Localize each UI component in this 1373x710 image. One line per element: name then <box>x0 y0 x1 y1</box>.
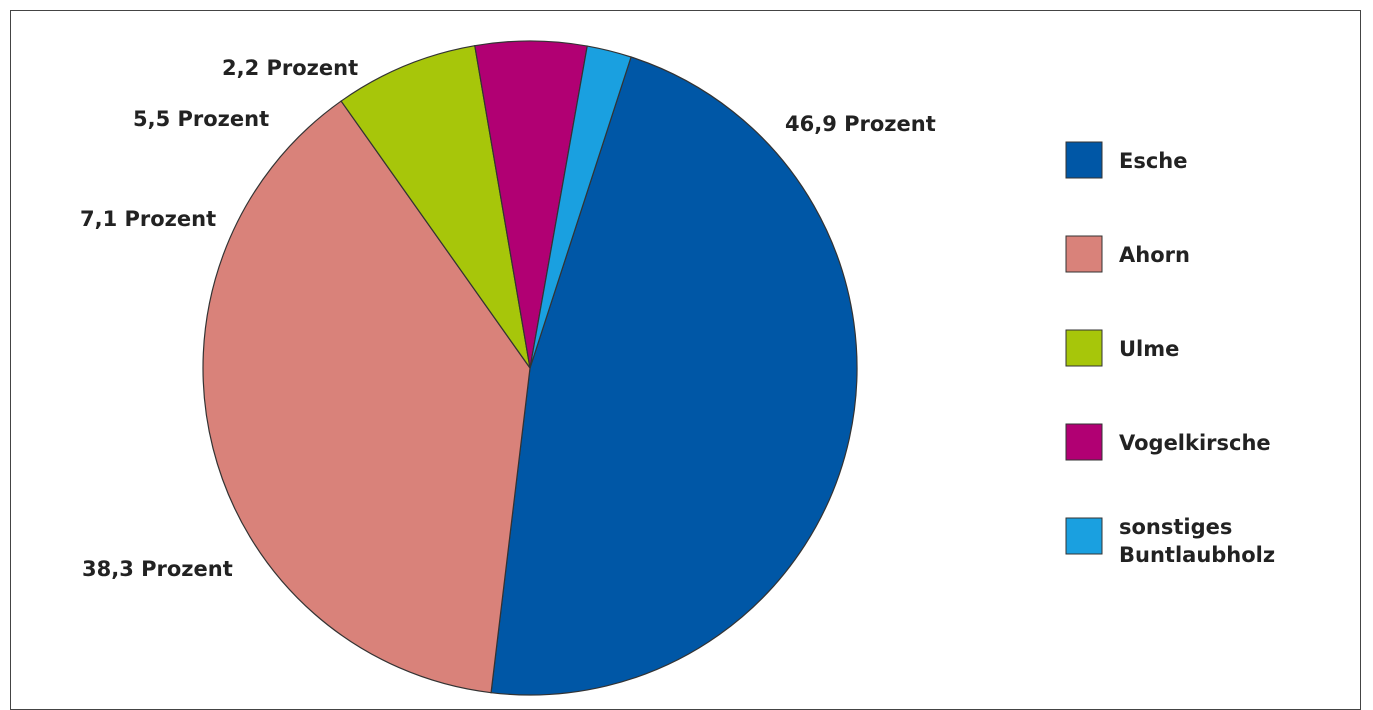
legend-swatch <box>1065 141 1103 179</box>
slice-label-ahorn: 38,3 Prozent <box>82 557 233 581</box>
legend-item-ulme: Ulme <box>1065 329 1179 367</box>
legend-label: Esche <box>1119 149 1188 173</box>
slice-label-esche: 46,9 Prozent <box>785 112 936 136</box>
pie-slice-ulme <box>340 44 531 369</box>
legend-item-ahorn: Ahorn <box>1065 235 1190 273</box>
slice-label-ulme: 7,1 Prozent <box>80 207 216 231</box>
pie-slice-esche <box>490 56 858 696</box>
slice-label-vogelkirsche: 5,5 Prozent <box>133 107 269 131</box>
pie-slice-ahorn <box>202 100 531 694</box>
legend-label: Ahorn <box>1119 243 1190 267</box>
legend-swatch <box>1065 423 1103 461</box>
legend-item-esche: Esche <box>1065 141 1188 179</box>
slice-label-sonstiges-buntlaubholz: 2,2 Prozent <box>222 56 358 80</box>
legend: Esche Ahorn Ulme Vogelkirsche sonstiges Buntl… <box>1065 141 1275 567</box>
legend-label: sonstiges Buntlaubholz <box>1119 515 1275 567</box>
legend-swatch <box>1065 235 1103 273</box>
legend-label: Ulme <box>1119 337 1179 361</box>
slice-labels: 46,9 Prozent 38,3 Prozent 7,1 Prozent 5,5 P… <box>80 56 936 581</box>
legend-item-sonstiges-buntlaubholz: sonstiges Buntlaubholz <box>1065 515 1275 567</box>
legend-label: Vogelkirsche <box>1119 431 1271 455</box>
pie-slices <box>202 40 858 696</box>
pie-slice-sonstiges-buntlaubholz <box>529 45 632 369</box>
legend-item-vogelkirsche: Vogelkirsche <box>1065 423 1271 461</box>
legend-swatch <box>1065 517 1103 555</box>
legend-swatch <box>1065 329 1103 367</box>
